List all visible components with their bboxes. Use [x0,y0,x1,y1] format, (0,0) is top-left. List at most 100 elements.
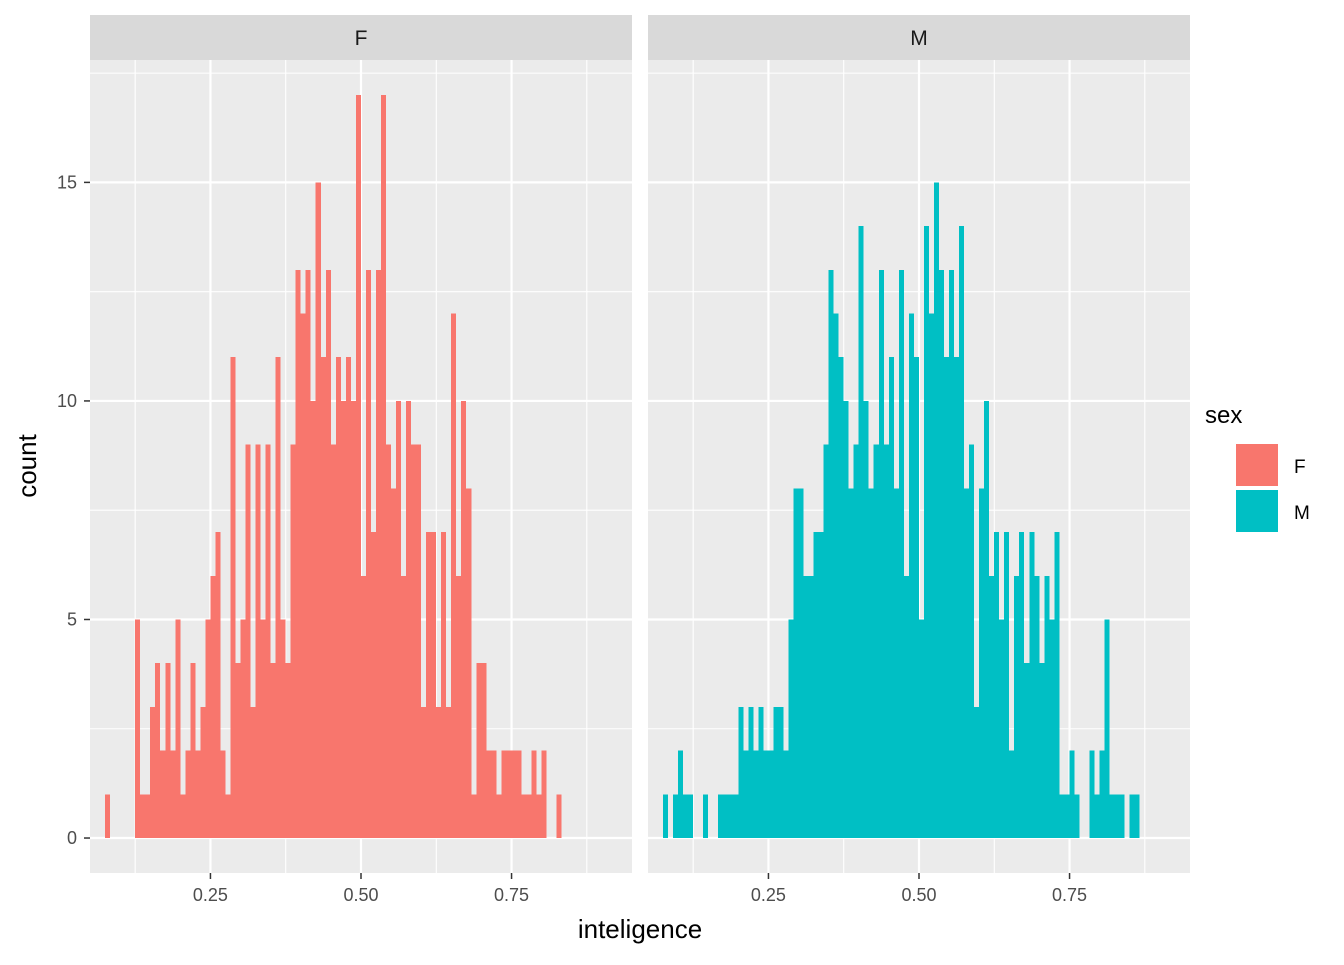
histogram-bar [1019,532,1025,839]
histogram-bar [1134,794,1140,839]
histogram-bar [536,794,542,839]
histogram-bar [938,269,944,839]
x-tick-label: 0.50 [901,885,936,905]
histogram-bar [456,575,462,839]
y-axis-title: count [12,433,42,497]
x-axis-title: inteligence [578,914,702,944]
histogram-bar [1074,794,1080,839]
histogram-bar [355,94,361,839]
histogram-bar [1104,619,1110,839]
histogram-bar [541,750,547,839]
histogram-bar [1064,794,1070,839]
histogram-bar [923,226,929,839]
histogram-bar [290,444,296,839]
histogram-bar [1024,663,1030,839]
histogram-bar [200,706,206,839]
histogram-bar [345,357,351,839]
histogram-bar [350,400,356,839]
histogram-bar [1114,794,1120,839]
histogram-bar [215,532,221,839]
histogram-bar [678,750,684,839]
histogram-bar [370,532,376,839]
histogram-bar [883,444,889,839]
histogram-bar [908,313,914,839]
histogram-bar [235,663,241,839]
histogram-bar [673,794,679,839]
histogram-bar [954,357,960,839]
histogram-bar [205,619,211,839]
histogram-bar [210,575,216,839]
histogram-bar [903,575,909,839]
histogram-bar [250,706,256,839]
x-tick-label: 0.50 [343,885,378,905]
histogram-bar [1044,575,1050,839]
histogram-bar [848,488,854,839]
histogram-bar [436,706,442,839]
histogram-bar [521,794,527,839]
histogram-bar [300,313,306,839]
histogram-bar [461,400,467,839]
histogram-bar [340,400,346,839]
histogram-bar [818,532,824,839]
histogram-bar [275,357,281,839]
histogram-bar [1094,794,1100,839]
histogram-bar [135,619,141,839]
histogram-bar [145,794,151,839]
legend-title: sex [1205,402,1242,429]
histogram-bar [1099,750,1105,839]
histogram-bar [506,750,512,839]
histogram-bar [375,269,381,839]
histogram-bar [743,750,749,839]
histogram-bar [170,750,176,839]
strip-background [90,15,632,60]
histogram-bar [918,619,924,839]
histogram-bar [1009,750,1015,839]
histogram-bar [748,706,754,839]
histogram-bar [190,663,196,839]
histogram-bar [310,400,316,839]
histogram-bar [793,488,799,839]
histogram-bars-f [105,94,562,839]
histogram-bar [150,706,156,839]
y-tick-label: 10 [57,391,77,411]
histogram-bar [260,619,266,839]
histogram-bar [285,663,291,839]
histogram-bar [753,750,759,839]
histogram-bar [516,750,522,839]
histogram-bar [441,532,447,839]
histogram-bar [245,444,251,839]
histogram-bar [928,313,934,839]
histogram-bar [320,357,326,839]
histogram-bar [180,794,186,839]
histogram-bar [305,269,311,839]
y-tick-label: 15 [57,172,77,192]
histogram-bar [270,663,276,839]
histogram-bar [773,706,779,839]
histogram-bar [688,794,694,839]
histogram-bar [969,444,975,839]
histogram-bar [979,488,985,839]
histogram-bar [798,488,804,839]
histogram-bar [964,488,970,839]
histogram-bar [718,794,724,839]
histogram-bar [155,663,161,839]
histogram-bar [255,444,261,839]
histogram-bar [511,750,517,839]
histogram-bar [1069,750,1075,839]
histogram-bar [888,357,894,839]
histogram-bar [295,269,301,839]
histogram-bar [994,532,1000,839]
histogram-bar [476,663,482,839]
histogram-bar [1109,794,1115,839]
x-tick-label: 0.25 [751,885,786,905]
histogram-bar [838,357,844,839]
histogram-bar [768,750,774,839]
histogram-bar [974,706,980,839]
histogram-bar [421,706,427,839]
histogram-bars-m [663,182,1140,839]
histogram-bar [989,575,995,839]
histogram-bar [431,532,437,839]
histogram-bar [195,750,201,839]
histogram-bar [959,226,965,839]
